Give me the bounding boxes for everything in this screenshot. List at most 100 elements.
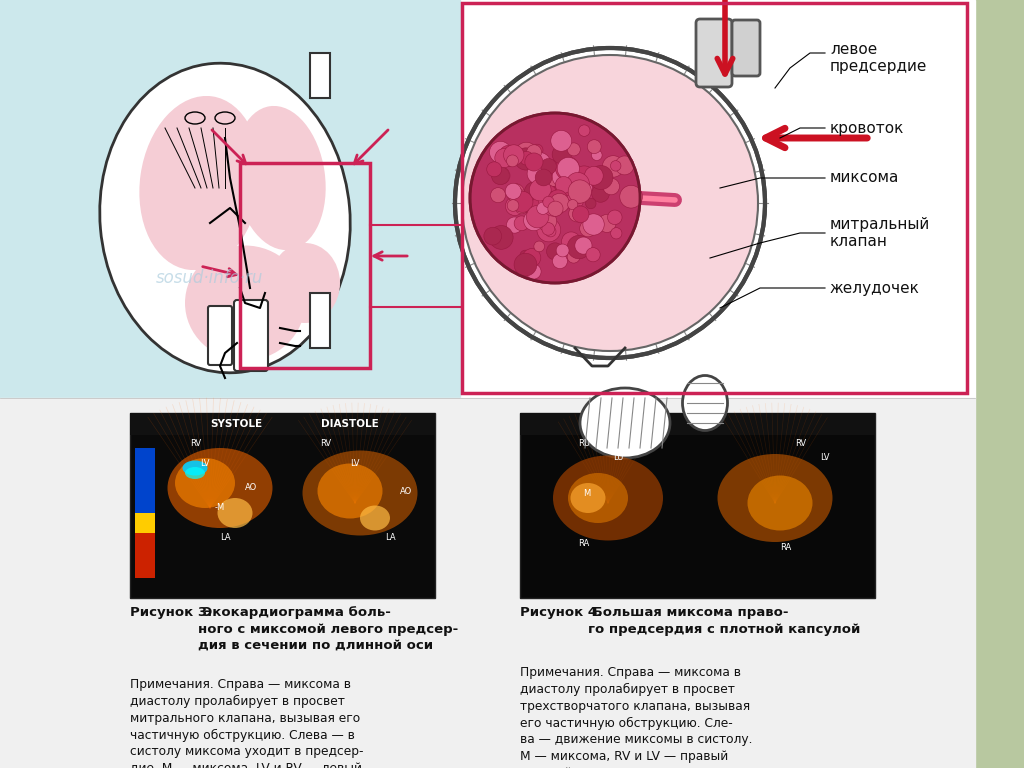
Circle shape	[519, 151, 534, 165]
Circle shape	[509, 187, 524, 203]
Circle shape	[565, 180, 589, 204]
Circle shape	[586, 198, 596, 209]
Circle shape	[610, 227, 622, 239]
Circle shape	[555, 182, 566, 193]
Text: миксома: миксома	[830, 170, 899, 186]
Ellipse shape	[99, 63, 350, 372]
Circle shape	[603, 178, 620, 195]
Ellipse shape	[718, 454, 833, 542]
Bar	[520, 413, 874, 598]
Text: желудочек: желудочек	[830, 280, 920, 296]
Circle shape	[572, 206, 589, 223]
Bar	[520, 413, 874, 435]
Circle shape	[545, 226, 556, 237]
Circle shape	[552, 166, 573, 187]
Text: RV: RV	[190, 439, 201, 448]
Circle shape	[532, 180, 548, 194]
Text: Примечания. Справа — миксома в
диастолу пролабирует в просвет
митрального клапан: Примечания. Справа — миксома в диастолу …	[130, 678, 364, 768]
Circle shape	[541, 212, 554, 225]
Bar	[135, 513, 155, 578]
Circle shape	[542, 193, 565, 217]
Text: Большая миксома право-
го предсердия с плотной капсулой: Большая миксома право- го предсердия с п…	[588, 606, 860, 635]
Text: левое
предсердие: левое предсердие	[830, 41, 928, 74]
Circle shape	[504, 145, 524, 165]
Bar	[130, 413, 435, 435]
Bar	[310, 53, 330, 98]
Circle shape	[579, 125, 590, 137]
Circle shape	[529, 179, 551, 201]
Text: RA: RA	[780, 544, 792, 552]
Circle shape	[561, 232, 581, 251]
Circle shape	[537, 202, 549, 214]
Circle shape	[547, 186, 569, 208]
Circle shape	[529, 153, 551, 174]
Circle shape	[495, 148, 514, 167]
Text: RV: RV	[319, 439, 331, 448]
Text: Рисунок 3.: Рисунок 3.	[130, 606, 212, 619]
Bar	[135, 503, 155, 533]
Circle shape	[580, 220, 596, 237]
Circle shape	[515, 142, 538, 164]
Bar	[240, 163, 370, 368]
Circle shape	[548, 191, 558, 202]
Text: LV: LV	[820, 453, 829, 462]
Circle shape	[492, 167, 509, 184]
Text: LU: LU	[613, 453, 624, 462]
Circle shape	[547, 190, 562, 205]
Bar	[135, 448, 155, 578]
Text: Рисунок 4.: Рисунок 4.	[520, 606, 602, 619]
Circle shape	[567, 143, 581, 156]
Bar	[462, 3, 967, 393]
Bar	[310, 293, 330, 348]
Circle shape	[537, 211, 557, 231]
Circle shape	[541, 185, 557, 202]
Circle shape	[610, 161, 621, 171]
Circle shape	[534, 179, 549, 194]
Circle shape	[547, 243, 563, 260]
Circle shape	[615, 156, 634, 175]
Circle shape	[598, 214, 616, 233]
Circle shape	[572, 166, 596, 190]
Circle shape	[538, 180, 549, 192]
Text: LA: LA	[220, 534, 230, 542]
Circle shape	[548, 201, 563, 217]
Circle shape	[583, 214, 604, 235]
Circle shape	[542, 195, 558, 211]
Text: Примечания. Справа — миксома в
диастолу пролабирует в просвет
трехстворчатого кл: Примечания. Справа — миксома в диастолу …	[520, 666, 753, 768]
Circle shape	[494, 167, 510, 184]
Circle shape	[568, 180, 592, 204]
Circle shape	[607, 210, 622, 224]
Circle shape	[536, 169, 552, 186]
FancyBboxPatch shape	[732, 20, 760, 76]
Text: SYSTOLE: SYSTOLE	[211, 419, 263, 429]
Ellipse shape	[185, 467, 205, 479]
Ellipse shape	[270, 243, 340, 323]
Circle shape	[547, 190, 564, 207]
Circle shape	[567, 200, 578, 210]
Circle shape	[559, 177, 581, 198]
Ellipse shape	[317, 464, 383, 518]
Circle shape	[489, 141, 511, 163]
Circle shape	[547, 174, 564, 192]
Circle shape	[531, 144, 543, 156]
FancyBboxPatch shape	[696, 19, 732, 87]
Circle shape	[462, 55, 758, 351]
Circle shape	[531, 188, 554, 211]
Text: LV: LV	[200, 458, 210, 468]
Circle shape	[523, 210, 544, 230]
Circle shape	[489, 226, 513, 250]
Text: RV: RV	[795, 439, 806, 448]
Ellipse shape	[168, 448, 272, 528]
Bar	[130, 413, 435, 598]
Bar	[0, 0, 460, 398]
Circle shape	[556, 244, 569, 257]
Ellipse shape	[139, 96, 261, 270]
Ellipse shape	[185, 246, 305, 360]
Circle shape	[505, 184, 521, 200]
Circle shape	[525, 153, 543, 171]
Circle shape	[568, 205, 586, 222]
Circle shape	[484, 227, 502, 245]
Circle shape	[549, 193, 560, 204]
Text: -M: -M	[215, 504, 225, 512]
Text: M: M	[583, 488, 590, 498]
